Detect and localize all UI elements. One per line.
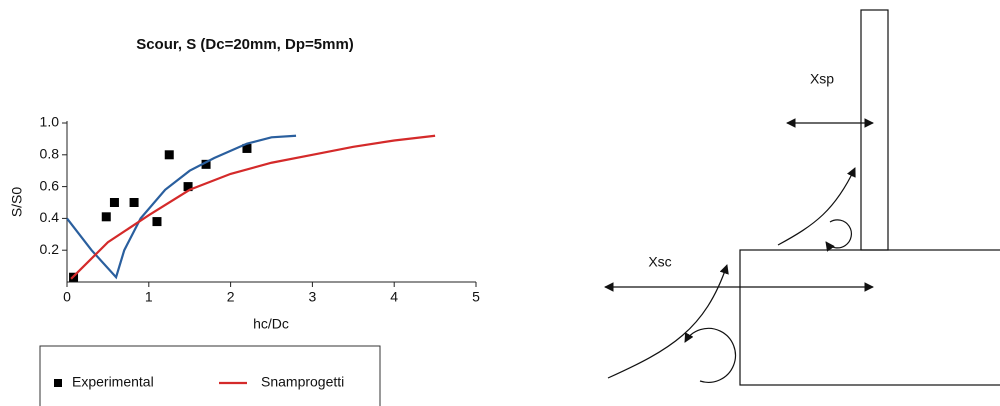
y-tick-label: 0.4 bbox=[40, 209, 60, 225]
diagram-label: Xsp bbox=[810, 71, 834, 87]
vortex-arrow bbox=[685, 328, 735, 382]
x-tick-label: 5 bbox=[472, 289, 480, 305]
cap bbox=[740, 250, 1000, 385]
pier bbox=[861, 10, 888, 250]
marker bbox=[102, 212, 111, 221]
y-tick-label: 0.6 bbox=[40, 177, 60, 193]
x-tick-label: 4 bbox=[390, 289, 398, 305]
x-axis-label: hc/Dc bbox=[253, 316, 289, 332]
chart-title: Scour, S (Dc=20mm, Dp=5mm) bbox=[136, 36, 354, 53]
line bbox=[67, 136, 296, 278]
vortex-arrow bbox=[826, 220, 851, 248]
x-tick-label: 3 bbox=[309, 289, 317, 305]
y-tick-label: 0.8 bbox=[40, 146, 60, 162]
y-tick-label: 0.2 bbox=[40, 241, 60, 257]
line bbox=[71, 136, 435, 279]
x-tick-label: 1 bbox=[145, 289, 153, 305]
legend-label: Snamprogetti bbox=[261, 374, 344, 390]
legend-swatch bbox=[54, 379, 62, 387]
diagram: Xsp Xsc bbox=[605, 10, 1000, 385]
x-tick-label: 2 bbox=[227, 289, 235, 305]
y-axis-label: S/S0 bbox=[9, 187, 25, 218]
marker bbox=[110, 198, 119, 207]
legend-label: Experimental bbox=[72, 374, 154, 390]
flow-arrow bbox=[608, 265, 727, 378]
y-tick-label: 1.0 bbox=[40, 114, 60, 130]
page: Scour, S (Dc=20mm, Dp=5mm) hc/Dc S/S0 0 1… bbox=[0, 0, 1000, 406]
diagram-label: Xsc bbox=[648, 254, 671, 270]
marker bbox=[130, 198, 139, 207]
flow-arrow bbox=[778, 168, 855, 245]
x-tick-label: 0 bbox=[63, 289, 71, 305]
marker bbox=[152, 217, 161, 226]
marker bbox=[165, 150, 174, 159]
